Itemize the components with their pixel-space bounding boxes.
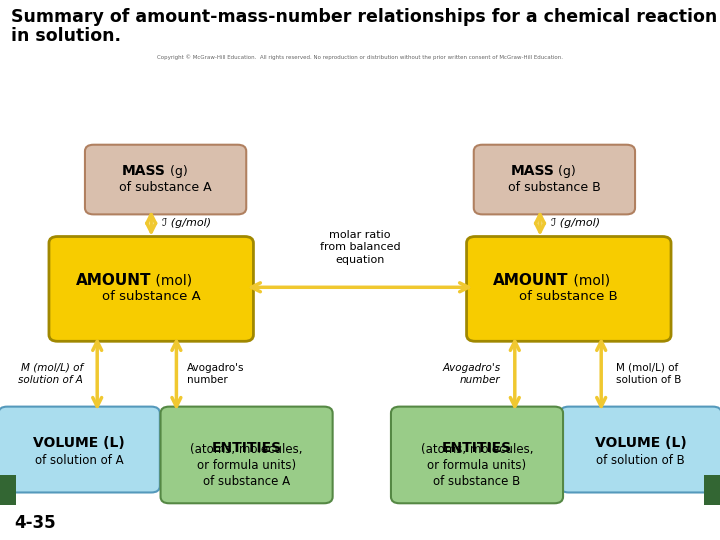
- FancyBboxPatch shape: [560, 407, 720, 492]
- Text: in solution.: in solution.: [11, 27, 121, 45]
- FancyBboxPatch shape: [161, 407, 333, 503]
- Text: VOLUME (L): VOLUME (L): [33, 436, 125, 450]
- Text: of substance B: of substance B: [508, 181, 600, 194]
- FancyBboxPatch shape: [85, 145, 246, 214]
- FancyBboxPatch shape: [474, 145, 635, 214]
- Text: Summary of amount-mass-number relationships for a chemical reaction: Summary of amount-mass-number relationsh…: [11, 8, 717, 26]
- Text: (mol): (mol): [151, 274, 192, 288]
- Text: M (mol/L) of
solution of A: M (mol/L) of solution of A: [18, 363, 83, 385]
- Text: ℐ (g/mol): ℐ (g/mol): [551, 218, 600, 228]
- Bar: [0, 475, 16, 505]
- Text: Copyright © McGraw-Hill Education.  All rights reserved. No reproduction or dist: Copyright © McGraw-Hill Education. All r…: [157, 54, 563, 59]
- Text: Avogadro's
number: Avogadro's number: [442, 363, 500, 385]
- FancyBboxPatch shape: [49, 237, 253, 341]
- Bar: [704, 475, 720, 505]
- FancyBboxPatch shape: [391, 407, 563, 503]
- Text: of substance A: of substance A: [120, 181, 212, 194]
- Text: VOLUME (L): VOLUME (L): [595, 436, 687, 450]
- Text: 4-35: 4-35: [14, 514, 56, 532]
- Text: AMOUNT: AMOUNT: [493, 273, 569, 288]
- Text: (mol): (mol): [569, 274, 610, 288]
- Text: MASS: MASS: [122, 165, 166, 178]
- Text: ℐ (g/mol): ℐ (g/mol): [162, 218, 211, 228]
- Text: M (mol/L) of
solution of B: M (mol/L) of solution of B: [616, 363, 681, 385]
- Text: of substance B: of substance B: [519, 291, 618, 303]
- Text: ENTITIES: ENTITIES: [212, 442, 282, 455]
- Text: (atoms, molecules,
or formula units)
of substance B: (atoms, molecules, or formula units) of …: [420, 443, 534, 488]
- Text: ENTITIES: ENTITIES: [442, 442, 512, 455]
- Text: (g): (g): [166, 165, 187, 178]
- Text: Avogadro's
number: Avogadro's number: [187, 363, 245, 385]
- Text: MASS: MASS: [510, 165, 554, 178]
- Text: of solution of B: of solution of B: [596, 454, 685, 467]
- Text: molar ratio
from balanced
equation: molar ratio from balanced equation: [320, 230, 400, 265]
- Text: AMOUNT: AMOUNT: [76, 273, 151, 288]
- Text: (g): (g): [554, 165, 576, 178]
- Text: of solution of A: of solution of A: [35, 454, 124, 467]
- FancyBboxPatch shape: [0, 407, 160, 492]
- Text: of substance A: of substance A: [102, 291, 201, 303]
- FancyBboxPatch shape: [467, 237, 671, 341]
- Text: (atoms, molecules,
or formula units)
of substance A: (atoms, molecules, or formula units) of …: [190, 443, 303, 488]
